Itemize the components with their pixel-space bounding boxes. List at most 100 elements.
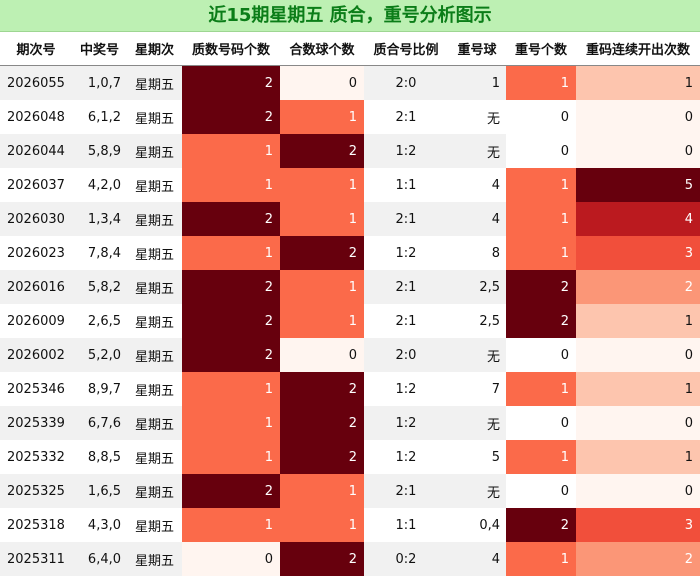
repeat-ball-cell: 1 bbox=[448, 65, 506, 100]
weekday-cell: 星期五 bbox=[127, 338, 182, 372]
composite-count-cell: 1 bbox=[280, 100, 364, 134]
issue-cell: 2026009 bbox=[0, 304, 72, 338]
table-row: 2026037 4,2,0 星期五 1 1 1:1 4 1 5 bbox=[0, 168, 700, 202]
repeat-count-cell: 1 bbox=[506, 542, 576, 576]
ratio-cell: 1:2 bbox=[364, 134, 448, 168]
repeat-ball-cell: 2,5 bbox=[448, 270, 506, 304]
prime-count-cell: 2 bbox=[182, 100, 280, 134]
repeat-count-cell: 2 bbox=[506, 508, 576, 542]
ratio-cell: 2:0 bbox=[364, 338, 448, 372]
repeat-count-cell: 1 bbox=[506, 236, 576, 270]
composite-count-cell: 1 bbox=[280, 168, 364, 202]
repeat-streak-cell: 1 bbox=[576, 304, 700, 338]
winning-number-cell: 6,7,6 bbox=[72, 406, 127, 440]
prime-count-cell: 2 bbox=[182, 474, 280, 508]
composite-count-cell: 2 bbox=[280, 134, 364, 168]
table-row: 2025339 6,7,6 星期五 1 2 1:2 无 0 0 bbox=[0, 406, 700, 440]
prime-count-cell: 1 bbox=[182, 372, 280, 406]
header-repeat-ball: 重号球 bbox=[448, 32, 506, 66]
repeat-count-cell: 1 bbox=[506, 372, 576, 406]
weekday-cell: 星期五 bbox=[127, 440, 182, 474]
weekday-cell: 星期五 bbox=[127, 406, 182, 440]
header-composite-count: 合数球个数 bbox=[280, 32, 364, 66]
header-row: 期次号 中奖号 星期次 质数号码个数 合数球个数 质合号比例 重号球 重号个数 … bbox=[0, 32, 700, 66]
table-row: 2025318 4,3,0 星期五 1 1 1:1 0,4 2 3 bbox=[0, 508, 700, 542]
repeat-streak-cell: 2 bbox=[576, 270, 700, 304]
prime-count-cell: 2 bbox=[182, 338, 280, 372]
table-row: 2025332 8,8,5 星期五 1 2 1:2 5 1 1 bbox=[0, 440, 700, 474]
winning-number-cell: 8,9,7 bbox=[72, 372, 127, 406]
table-row: 2025311 6,4,0 星期五 0 2 0:2 4 1 2 bbox=[0, 542, 700, 576]
issue-cell: 2025325 bbox=[0, 474, 72, 508]
weekday-cell: 星期五 bbox=[127, 236, 182, 270]
header-repeat-count: 重号个数 bbox=[506, 32, 576, 66]
composite-count-cell: 0 bbox=[280, 65, 364, 100]
composite-count-cell: 2 bbox=[280, 236, 364, 270]
repeat-streak-cell: 4 bbox=[576, 202, 700, 236]
issue-cell: 2026030 bbox=[0, 202, 72, 236]
weekday-cell: 星期五 bbox=[127, 508, 182, 542]
winning-number-cell: 6,4,0 bbox=[72, 542, 127, 576]
repeat-ball-cell: 4 bbox=[448, 542, 506, 576]
issue-cell: 2026037 bbox=[0, 168, 72, 202]
composite-count-cell: 2 bbox=[280, 372, 364, 406]
repeat-count-cell: 1 bbox=[506, 168, 576, 202]
ratio-cell: 2:1 bbox=[364, 100, 448, 134]
repeat-streak-cell: 0 bbox=[576, 100, 700, 134]
repeat-count-cell: 1 bbox=[506, 440, 576, 474]
repeat-ball-cell: 无 bbox=[448, 406, 506, 440]
repeat-count-cell: 2 bbox=[506, 304, 576, 338]
ratio-cell: 1:2 bbox=[364, 440, 448, 474]
winning-number-cell: 2,6,5 bbox=[72, 304, 127, 338]
prime-count-cell: 2 bbox=[182, 202, 280, 236]
page-title: 近15期星期五 质合，重号分析图示 bbox=[0, 0, 700, 32]
table-row: 2026044 5,8,9 星期五 1 2 1:2 无 0 0 bbox=[0, 134, 700, 168]
repeat-count-cell: 0 bbox=[506, 406, 576, 440]
ratio-cell: 1:1 bbox=[364, 168, 448, 202]
ratio-cell: 0:2 bbox=[364, 542, 448, 576]
issue-cell: 2025311 bbox=[0, 542, 72, 576]
repeat-streak-cell: 5 bbox=[576, 168, 700, 202]
prime-count-cell: 0 bbox=[182, 542, 280, 576]
winning-number-cell: 8,8,5 bbox=[72, 440, 127, 474]
repeat-ball-cell: 无 bbox=[448, 134, 506, 168]
weekday-cell: 星期五 bbox=[127, 542, 182, 576]
ratio-cell: 1:2 bbox=[364, 372, 448, 406]
ratio-cell: 1:1 bbox=[364, 508, 448, 542]
issue-cell: 2025346 bbox=[0, 372, 72, 406]
prime-count-cell: 2 bbox=[182, 65, 280, 100]
analysis-table: 期次号 中奖号 星期次 质数号码个数 合数球个数 质合号比例 重号球 重号个数 … bbox=[0, 32, 700, 576]
ratio-cell: 2:1 bbox=[364, 304, 448, 338]
repeat-count-cell: 0 bbox=[506, 474, 576, 508]
repeat-streak-cell: 2 bbox=[576, 542, 700, 576]
composite-count-cell: 1 bbox=[280, 270, 364, 304]
composite-count-cell: 2 bbox=[280, 542, 364, 576]
composite-count-cell: 2 bbox=[280, 440, 364, 474]
repeat-count-cell: 0 bbox=[506, 100, 576, 134]
ratio-cell: 2:1 bbox=[364, 474, 448, 508]
repeat-streak-cell: 3 bbox=[576, 236, 700, 270]
issue-cell: 2026044 bbox=[0, 134, 72, 168]
header-issue: 期次号 bbox=[0, 32, 72, 66]
winning-number-cell: 7,8,4 bbox=[72, 236, 127, 270]
header-winning-number: 中奖号 bbox=[72, 32, 127, 66]
table-row: 2026030 1,3,4 星期五 2 1 2:1 4 1 4 bbox=[0, 202, 700, 236]
repeat-count-cell: 2 bbox=[506, 270, 576, 304]
winning-number-cell: 1,6,5 bbox=[72, 474, 127, 508]
weekday-cell: 星期五 bbox=[127, 65, 182, 100]
repeat-streak-cell: 0 bbox=[576, 474, 700, 508]
table-row: 2026048 6,1,2 星期五 2 1 2:1 无 0 0 bbox=[0, 100, 700, 134]
composite-count-cell: 1 bbox=[280, 474, 364, 508]
repeat-ball-cell: 0,4 bbox=[448, 508, 506, 542]
repeat-streak-cell: 3 bbox=[576, 508, 700, 542]
weekday-cell: 星期五 bbox=[127, 474, 182, 508]
winning-number-cell: 4,2,0 bbox=[72, 168, 127, 202]
composite-count-cell: 1 bbox=[280, 304, 364, 338]
header-ratio: 质合号比例 bbox=[364, 32, 448, 66]
composite-count-cell: 1 bbox=[280, 508, 364, 542]
repeat-count-cell: 1 bbox=[506, 202, 576, 236]
repeat-ball-cell: 5 bbox=[448, 440, 506, 474]
weekday-cell: 星期五 bbox=[127, 168, 182, 202]
issue-cell: 2026002 bbox=[0, 338, 72, 372]
weekday-cell: 星期五 bbox=[127, 304, 182, 338]
